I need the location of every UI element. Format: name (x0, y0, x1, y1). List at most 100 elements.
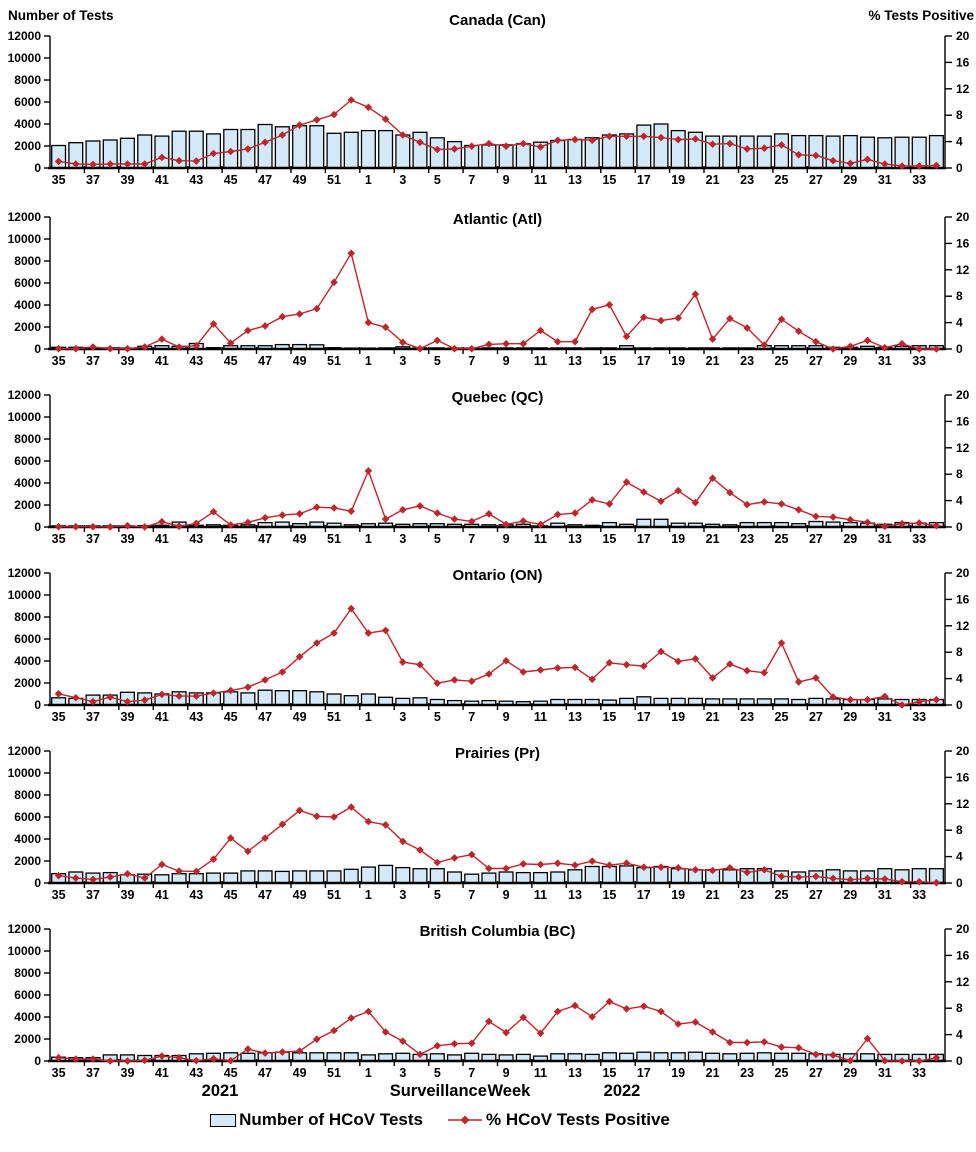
right-axis-title: % Tests Positive (868, 8, 974, 23)
pct-positive-point (89, 522, 97, 531)
pct-positive-point (829, 874, 837, 883)
svg-text:13: 13 (568, 532, 582, 546)
pct-positive-point (519, 339, 528, 348)
pct-positive-point (640, 662, 648, 670)
pct-positive-point (640, 488, 648, 496)
pct-positive-point (622, 1005, 631, 1013)
svg-text:43: 43 (189, 710, 203, 724)
pct-positive-point (588, 136, 596, 145)
svg-text:23: 23 (740, 532, 754, 546)
bar (515, 871, 531, 884)
bar (274, 870, 290, 884)
pct-positive-point (640, 132, 648, 141)
pct-positive-point (622, 332, 631, 341)
pct-positive-point (502, 657, 510, 665)
chart-panel-prairies: Prairies (Pr) 0 2000 4000 6000 8000 10000 12000… (8, 744, 970, 902)
svg-text:47: 47 (258, 710, 272, 724)
pct-positive-point (743, 1038, 751, 1047)
year-label-2022: 2022 (603, 1082, 641, 1100)
pct-positive-point (140, 343, 149, 351)
svg-text:0: 0 (956, 161, 963, 175)
pct-positive-point (450, 515, 459, 523)
pct-positive-point (72, 160, 80, 168)
svg-text:1: 1 (365, 532, 372, 546)
svg-text:7: 7 (468, 710, 475, 724)
bar (343, 131, 359, 169)
svg-text:27: 27 (809, 532, 823, 546)
svg-text:6000: 6000 (14, 810, 41, 824)
pct-positive-point (829, 1051, 837, 1059)
pct-positive-point (295, 310, 304, 318)
pct-positive-point (158, 517, 166, 526)
svg-text:1: 1 (365, 173, 372, 187)
svg-text:12: 12 (956, 263, 970, 277)
bar (532, 871, 549, 884)
pct-positive-point (863, 336, 872, 345)
pct-positive-point (278, 131, 287, 139)
pct-positive-point (571, 337, 579, 346)
svg-text:43: 43 (189, 532, 203, 546)
pct-positive-point (571, 135, 579, 144)
pct-positive-point (226, 1056, 235, 1065)
bar (292, 870, 308, 884)
pct-positive-point (89, 875, 97, 884)
pct-positive-point (209, 508, 218, 516)
pct-positive-point (244, 326, 252, 335)
svg-text:25: 25 (775, 532, 789, 546)
svg-text:12: 12 (956, 797, 970, 811)
svg-text:27: 27 (809, 354, 823, 368)
svg-text:45: 45 (224, 888, 238, 902)
pct-positive-point (881, 522, 889, 531)
pct-positive-point (106, 523, 114, 531)
svg-text:6000: 6000 (14, 454, 41, 468)
pct-positive-point (863, 874, 872, 883)
svg-text:4000: 4000 (14, 298, 41, 312)
svg-text:16: 16 (956, 414, 970, 428)
pct-positive-point (450, 676, 459, 684)
pct-positive-point (640, 313, 648, 322)
pct-positive-point (536, 860, 545, 869)
svg-text:7: 7 (468, 354, 475, 368)
pct-positive-point (89, 343, 97, 351)
pct-positive-point (674, 657, 682, 666)
pct-positive-point (399, 131, 407, 139)
bar-swatch-icon (210, 1113, 237, 1127)
pct-positive-point (54, 522, 63, 531)
pct-positive-point (915, 345, 923, 353)
svg-text:12000: 12000 (8, 29, 42, 43)
bar (378, 864, 394, 884)
pct-positive-point (416, 1050, 424, 1059)
pct-positive-point (588, 305, 596, 314)
pct-positive-point (519, 1013, 528, 1022)
bar (756, 135, 772, 169)
pct-positive-point (313, 1035, 321, 1043)
pct-positive-point (915, 697, 923, 706)
pct-positive-point (794, 1044, 803, 1052)
pct-positive-point (829, 693, 837, 701)
pct-positive-point (330, 1026, 338, 1035)
svg-text:35: 35 (52, 173, 66, 187)
bar (515, 143, 531, 169)
svg-text:27: 27 (809, 888, 823, 902)
svg-text:37: 37 (86, 888, 100, 902)
bar (567, 138, 583, 169)
svg-text:6000: 6000 (14, 276, 41, 290)
pct-positive-point (605, 301, 614, 309)
svg-text:7: 7 (468, 173, 475, 187)
pct-positive-point (89, 697, 97, 706)
bar (360, 129, 376, 169)
pct-positive-point (502, 1028, 510, 1037)
svg-text:0: 0 (956, 698, 963, 712)
svg-text:31: 31 (878, 1066, 892, 1080)
pct-positive-point (691, 1018, 700, 1026)
bar (550, 139, 566, 169)
pct-positive-point (54, 690, 63, 698)
pct-positive-point (381, 115, 390, 123)
bar (309, 691, 325, 706)
pct-positive-point (760, 668, 769, 677)
svg-text:12000: 12000 (8, 210, 42, 224)
svg-text:19: 19 (671, 354, 685, 368)
bar (550, 871, 566, 884)
pct-positive-point (932, 695, 941, 704)
bar (154, 135, 170, 169)
